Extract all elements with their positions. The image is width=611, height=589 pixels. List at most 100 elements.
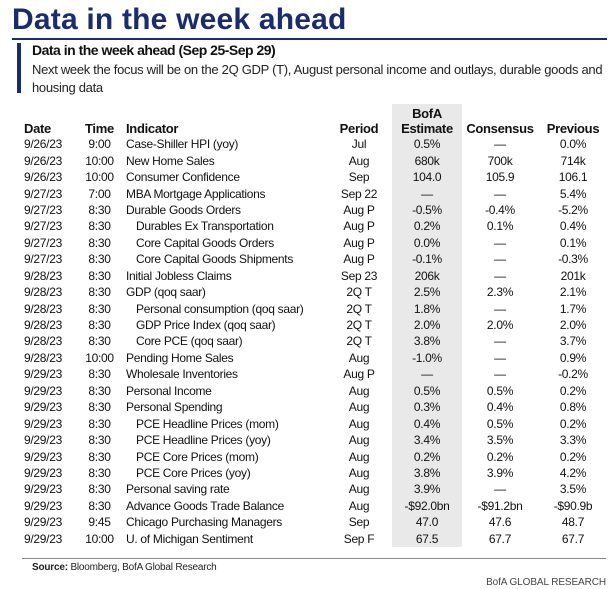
- cell-period: 2Q T: [346, 334, 372, 349]
- cell-consensus: —: [494, 235, 506, 250]
- cell-date: 9/29/23: [24, 383, 62, 398]
- cell-indicator: Core Capital Goods Orders: [136, 235, 274, 250]
- cell-consensus: —: [494, 301, 506, 316]
- col-header-time: Time: [85, 121, 114, 136]
- cell-time: 8:30: [88, 416, 111, 431]
- cell-time: 8:30: [88, 219, 111, 234]
- cell-indicator: U. of Michigan Sentiment: [126, 531, 253, 546]
- cell-bofa-estimate: 0.0%: [392, 234, 462, 252]
- cell-period: Aug: [348, 350, 370, 365]
- cell-time: 9:00: [88, 137, 111, 152]
- table-row: 9/26/23 10:00 Consumer Confidence Sep 104.0 1…: [24, 168, 608, 186]
- cell-indicator: Personal saving rate: [126, 482, 230, 497]
- cell-bofa-estimate: 3.4%: [392, 431, 462, 449]
- table-header-row: Date Time Indicator Period BofA Estimate …: [24, 104, 608, 136]
- cell-bofa-estimate: 0.3%: [392, 399, 462, 416]
- cell-date: 9/26/23: [24, 170, 62, 185]
- cell-date: 9/28/23: [24, 318, 62, 333]
- cell-consensus: —: [494, 252, 506, 267]
- cell-date: 9/29/23: [24, 433, 62, 448]
- cell-date: 9/29/23: [24, 400, 62, 415]
- cell-previous: -5.2%: [558, 202, 588, 217]
- cell-bofa-estimate: 0.5%: [392, 136, 462, 153]
- cell-time: 8:30: [88, 482, 111, 497]
- cell-period: Aug P: [343, 202, 375, 217]
- cell-period: Aug: [348, 433, 370, 448]
- cell-indicator: Personal Spending: [126, 400, 223, 415]
- cell-consensus: 3.5%: [486, 433, 514, 448]
- table-row: 9/28/23 8:30 GDP Price Index (qoq saar) 2Q …: [24, 316, 608, 334]
- cell-bofa-estimate: 2.0%: [392, 316, 462, 334]
- cell-consensus: -0.4%: [485, 202, 515, 217]
- cell-indicator: Durable Goods Orders: [126, 202, 241, 217]
- cell-date: 9/27/23: [24, 202, 62, 217]
- cell-indicator: Personal consumption (qoq saar): [136, 301, 304, 316]
- cell-bofa-estimate: -0.5%: [392, 201, 462, 219]
- cell-date: 9/28/23: [24, 285, 62, 300]
- cell-bofa-estimate: 0.2%: [392, 218, 462, 235]
- publisher-credit: BofA GLOBAL RESEARCH: [486, 577, 606, 588]
- cell-consensus: 2.3%: [486, 285, 514, 300]
- cell-bofa-estimate: -0.1%: [392, 251, 462, 268]
- cell-period: Sep: [348, 170, 370, 185]
- cell-bofa-estimate: -1.0%: [392, 349, 462, 367]
- cell-date: 9/26/23: [24, 153, 62, 168]
- cell-previous: 67.7: [561, 531, 585, 546]
- cell-date: 9/29/23: [24, 367, 62, 382]
- table-row: 9/29/23 8:30 PCE Core Prices (mom) Aug 0.2% 0…: [24, 448, 608, 465]
- cell-period: Sep F: [343, 531, 375, 546]
- cell-time: 8:30: [88, 400, 111, 415]
- cell-date: 9/29/23: [24, 515, 62, 530]
- cell-period: Aug: [348, 498, 370, 513]
- cell-bofa-estimate: 67.5: [392, 530, 462, 547]
- cell-time: 8:30: [88, 285, 111, 300]
- cell-time: 8:30: [88, 301, 111, 316]
- cell-indicator: PCE Headline Prices (yoy): [136, 433, 271, 448]
- cell-indicator: Wholesale Inventories: [126, 367, 238, 382]
- footer-divider: [22, 558, 606, 559]
- cell-indicator: Durables Ex Transportation: [136, 219, 274, 234]
- cell-period: Jul: [351, 137, 367, 152]
- cell-period: Aug: [348, 153, 370, 168]
- cell-consensus: —: [494, 482, 506, 497]
- cell-time: 8:30: [88, 465, 111, 480]
- cell-previous: 0.4%: [559, 219, 587, 234]
- table-row: 9/29/23 8:30 PCE Headline Prices (mom) Aug 0…: [24, 415, 608, 432]
- cell-period: Aug: [348, 400, 370, 415]
- cell-consensus: —: [494, 334, 506, 349]
- table-subtitle: Data in the week ahead (Sep 25-Sep 29): [32, 42, 276, 58]
- cell-date: 9/28/23: [24, 334, 62, 349]
- cell-time: 8:30: [88, 202, 111, 217]
- cell-period: Sep 23: [340, 268, 378, 283]
- cell-date: 9/28/23: [24, 268, 62, 283]
- cell-previous: 0.2%: [559, 383, 587, 398]
- cell-indicator: MBA Mortgage Applications: [126, 186, 266, 201]
- cell-date: 9/28/23: [24, 350, 62, 365]
- table-row: 9/27/23 8:30 Durables Ex Transportation Aug…: [24, 218, 608, 235]
- table-row: 9/29/23 8:30 PCE Core Prices (yoy) Aug 3.8% 3…: [24, 464, 608, 482]
- table-row: 9/29/23 10:00 U. of Michigan Sentiment Sep …: [24, 530, 608, 547]
- cell-previous: 0.2%: [559, 416, 587, 431]
- table-row: 9/28/23 8:30 Core PCE (qoq saar) 2Q T 3.8% — 3…: [24, 333, 608, 350]
- cell-indicator: Consumer Confidence: [126, 170, 240, 185]
- cell-time: 10:00: [85, 350, 114, 365]
- col-header-date: Date: [24, 121, 51, 136]
- cell-date: 9/29/23: [24, 498, 62, 513]
- cell-bofa-estimate: 0.5%: [392, 382, 462, 399]
- cell-time: 7:00: [88, 186, 111, 201]
- data-calendar-table: Date Time Indicator Period BofA Estimate …: [24, 104, 608, 547]
- cell-previous: 3.7%: [559, 334, 587, 349]
- table-row: 9/27/23 8:30 Durable Goods Orders Aug P -0.5…: [24, 201, 608, 219]
- cell-indicator: PCE Core Prices (mom): [136, 449, 259, 464]
- cell-time: 9:45: [88, 515, 111, 530]
- cell-consensus: —: [494, 186, 506, 201]
- cell-indicator: Chicago Purchasing Managers: [126, 515, 282, 530]
- cell-bofa-estimate: 47.0: [392, 514, 462, 531]
- cell-period: Aug: [348, 449, 370, 464]
- cell-bofa-estimate: 3.9%: [392, 481, 462, 498]
- cell-consensus: 0.2%: [486, 449, 514, 464]
- table-row: 9/29/23 8:30 PCE Headline Prices (yoy) Aug 3…: [24, 431, 608, 449]
- cell-period: Aug: [348, 416, 370, 431]
- cell-indicator: GDP (qoq saar): [126, 285, 206, 300]
- cell-previous: -0.2%: [558, 367, 588, 382]
